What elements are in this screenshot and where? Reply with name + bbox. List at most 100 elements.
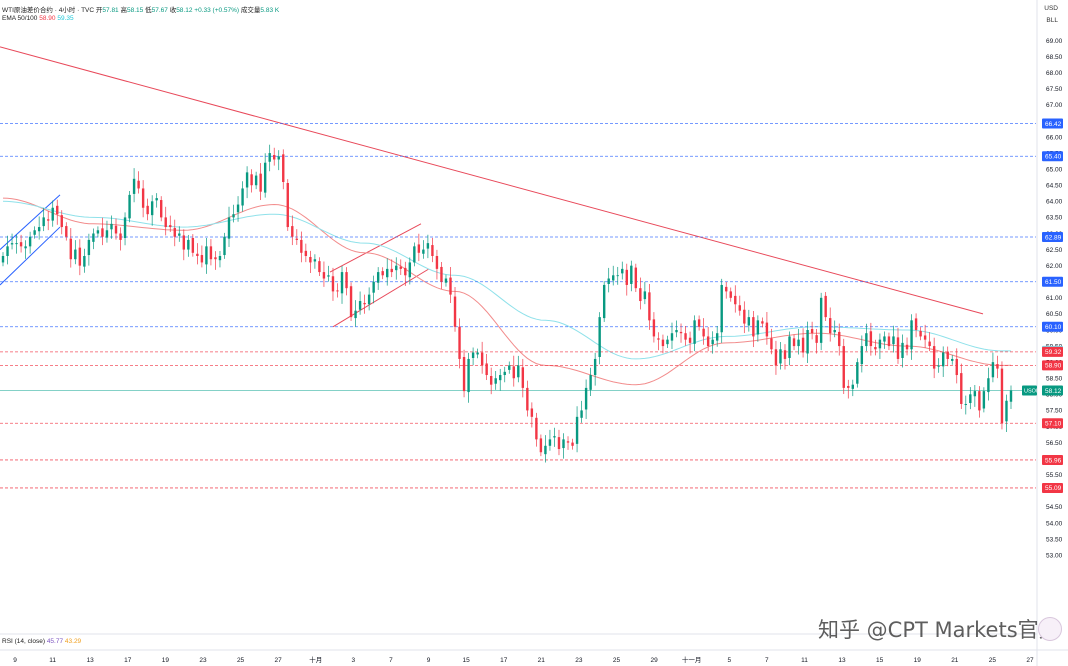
y-tick-label: 65.00 xyxy=(1046,166,1063,173)
candle-body xyxy=(74,249,77,260)
x-tick-label: 17 xyxy=(124,657,132,664)
candle-body xyxy=(268,153,271,162)
y-tick-label: 64.00 xyxy=(1046,199,1063,206)
y-tick-label: 64.50 xyxy=(1046,183,1063,190)
candle-body xyxy=(774,349,778,366)
candle-body xyxy=(300,239,303,253)
x-tick-label: 23 xyxy=(199,657,207,664)
y-tick-label: 54.50 xyxy=(1046,504,1063,511)
price-level-tag xyxy=(1042,418,1063,429)
candle-body xyxy=(413,246,416,263)
candle-body xyxy=(914,318,918,330)
candle-body xyxy=(467,358,470,393)
x-tick-label: 23 xyxy=(575,657,583,664)
candle-body xyxy=(295,238,299,240)
candle-body xyxy=(56,205,59,215)
x-tick-label: 25 xyxy=(613,657,621,664)
candle-body xyxy=(697,319,701,327)
candle-body xyxy=(562,439,565,449)
candle-body xyxy=(480,352,484,366)
candle-body xyxy=(688,337,692,343)
open-label: 开 xyxy=(95,7,103,14)
candle-body xyxy=(860,346,864,365)
candle-body xyxy=(105,230,109,238)
candle-body xyxy=(553,436,556,438)
candle-body xyxy=(499,375,502,381)
candle-body xyxy=(92,233,95,242)
candle-body xyxy=(399,266,402,269)
rsi-ma-value: 43.29 xyxy=(64,638,82,645)
candle-body xyxy=(87,239,91,256)
candle-body xyxy=(566,441,570,443)
candle-body xyxy=(580,410,583,418)
candle-body xyxy=(960,373,963,404)
candle-body xyxy=(666,339,669,345)
price-level-tag xyxy=(1042,360,1063,371)
candle-body xyxy=(928,341,931,347)
candle-body xyxy=(819,297,823,343)
mid-channel-upper xyxy=(329,223,422,273)
candle-body xyxy=(702,328,705,337)
watermark-badge-icon xyxy=(1037,617,1062,641)
candle-body xyxy=(390,268,393,273)
resistance-trendline xyxy=(0,46,984,315)
x-tick-label: 17 xyxy=(500,657,508,664)
candle-body xyxy=(367,294,371,305)
candle-body xyxy=(878,339,882,349)
y-tick-label: 63.50 xyxy=(1046,215,1063,222)
candle-body xyxy=(955,358,958,376)
candle-body xyxy=(815,335,818,343)
candle-body xyxy=(336,290,339,292)
symbol-info: WTI原油差价合约 · 4小时 · TVC 开57.81 高58.15 低57.… xyxy=(2,4,279,14)
candle-body xyxy=(874,347,877,350)
candle-body xyxy=(47,219,50,221)
candle-body xyxy=(969,394,972,404)
x-tick-label: 29 xyxy=(650,657,658,664)
candle-body xyxy=(404,267,407,276)
high-label: 高 xyxy=(120,7,128,14)
candle-body xyxy=(883,336,886,342)
change-value: +0.33 (+0.57%) xyxy=(194,7,240,14)
current-price-tag xyxy=(1042,385,1063,396)
y-tick-label: 68.00 xyxy=(1046,70,1063,77)
y-tick-label: 67.00 xyxy=(1046,102,1063,109)
candle-body xyxy=(494,378,497,384)
candle-body xyxy=(431,245,434,257)
candle-body xyxy=(996,364,999,369)
candle-body xyxy=(652,319,656,337)
candle-body xyxy=(801,337,805,353)
candle-body xyxy=(489,375,493,385)
candle-body xyxy=(358,301,362,310)
candle-body xyxy=(110,223,113,230)
candle-body xyxy=(508,365,511,370)
candle-body xyxy=(512,366,515,379)
candle-body xyxy=(539,438,543,453)
candle-body xyxy=(621,268,624,274)
candle-body xyxy=(19,242,23,247)
candle-body xyxy=(684,333,687,340)
candle-body xyxy=(734,295,737,305)
candle-body xyxy=(150,201,154,216)
candle-body xyxy=(987,378,990,393)
y-tick-label: 67.50 xyxy=(1046,86,1063,93)
candle-body xyxy=(209,246,213,260)
candle-body xyxy=(828,318,832,334)
candle-body xyxy=(978,391,981,411)
candle-body xyxy=(200,255,204,263)
candle-body xyxy=(69,238,73,260)
price-level-text: 59.32 xyxy=(1045,349,1062,356)
candle-body xyxy=(937,365,940,367)
x-tick-label: 11 xyxy=(801,657,808,664)
rsi-label: RSI (14, close) xyxy=(2,638,45,645)
candle-body xyxy=(856,362,859,384)
candle-body xyxy=(440,266,443,282)
ema-50-line xyxy=(2,197,1012,386)
candle-body xyxy=(910,320,913,350)
price-level-tag xyxy=(1042,346,1063,357)
candle-body xyxy=(729,291,732,298)
candle-body xyxy=(725,286,728,292)
candle-body xyxy=(60,215,63,228)
candle-body xyxy=(842,346,845,388)
y-tick-label: 61.00 xyxy=(1046,295,1063,302)
